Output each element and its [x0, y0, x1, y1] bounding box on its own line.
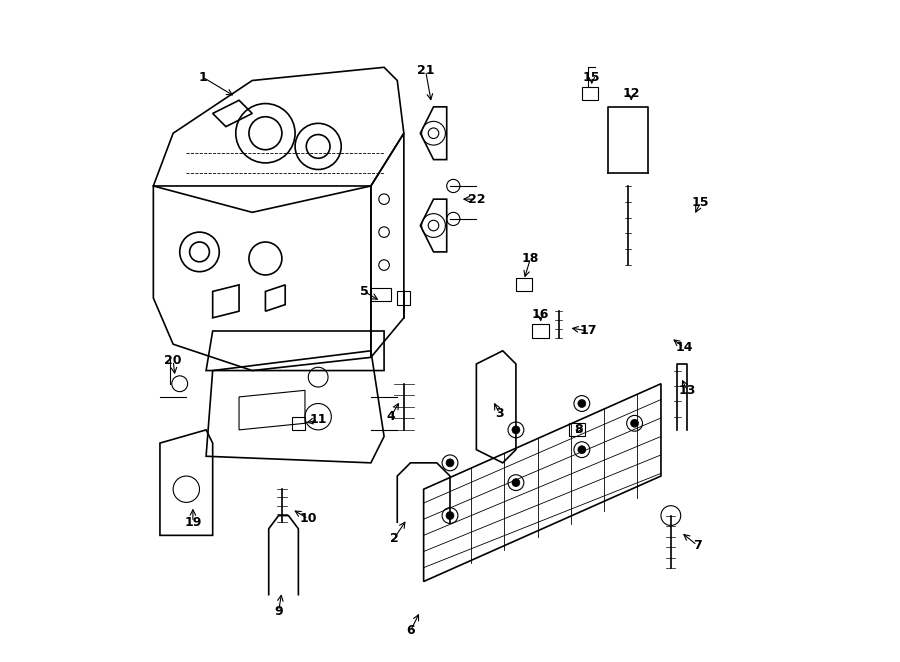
Text: 14: 14 [675, 341, 693, 354]
Text: 10: 10 [300, 512, 317, 526]
Text: 13: 13 [679, 384, 696, 397]
Text: 20: 20 [165, 354, 182, 367]
Text: 17: 17 [580, 324, 598, 338]
Circle shape [446, 512, 454, 520]
Text: 9: 9 [274, 604, 283, 618]
Text: 15: 15 [583, 71, 600, 83]
Text: 19: 19 [184, 516, 202, 529]
Text: 1: 1 [198, 71, 207, 83]
Text: 5: 5 [360, 285, 369, 298]
Text: 15: 15 [692, 196, 709, 209]
Circle shape [512, 479, 520, 487]
Text: 11: 11 [310, 414, 327, 426]
Text: 2: 2 [390, 532, 399, 545]
Text: 16: 16 [532, 308, 549, 321]
Text: 4: 4 [386, 410, 395, 423]
Circle shape [512, 426, 520, 434]
Circle shape [446, 459, 454, 467]
Circle shape [578, 400, 586, 408]
Text: 22: 22 [468, 193, 485, 206]
Text: 7: 7 [693, 539, 702, 551]
Text: 8: 8 [574, 424, 583, 436]
Circle shape [578, 446, 586, 453]
Text: 21: 21 [417, 64, 435, 77]
Text: 12: 12 [623, 87, 640, 100]
Text: 18: 18 [522, 252, 539, 265]
Text: 3: 3 [495, 407, 504, 420]
Text: 6: 6 [406, 624, 415, 638]
Circle shape [631, 419, 638, 427]
